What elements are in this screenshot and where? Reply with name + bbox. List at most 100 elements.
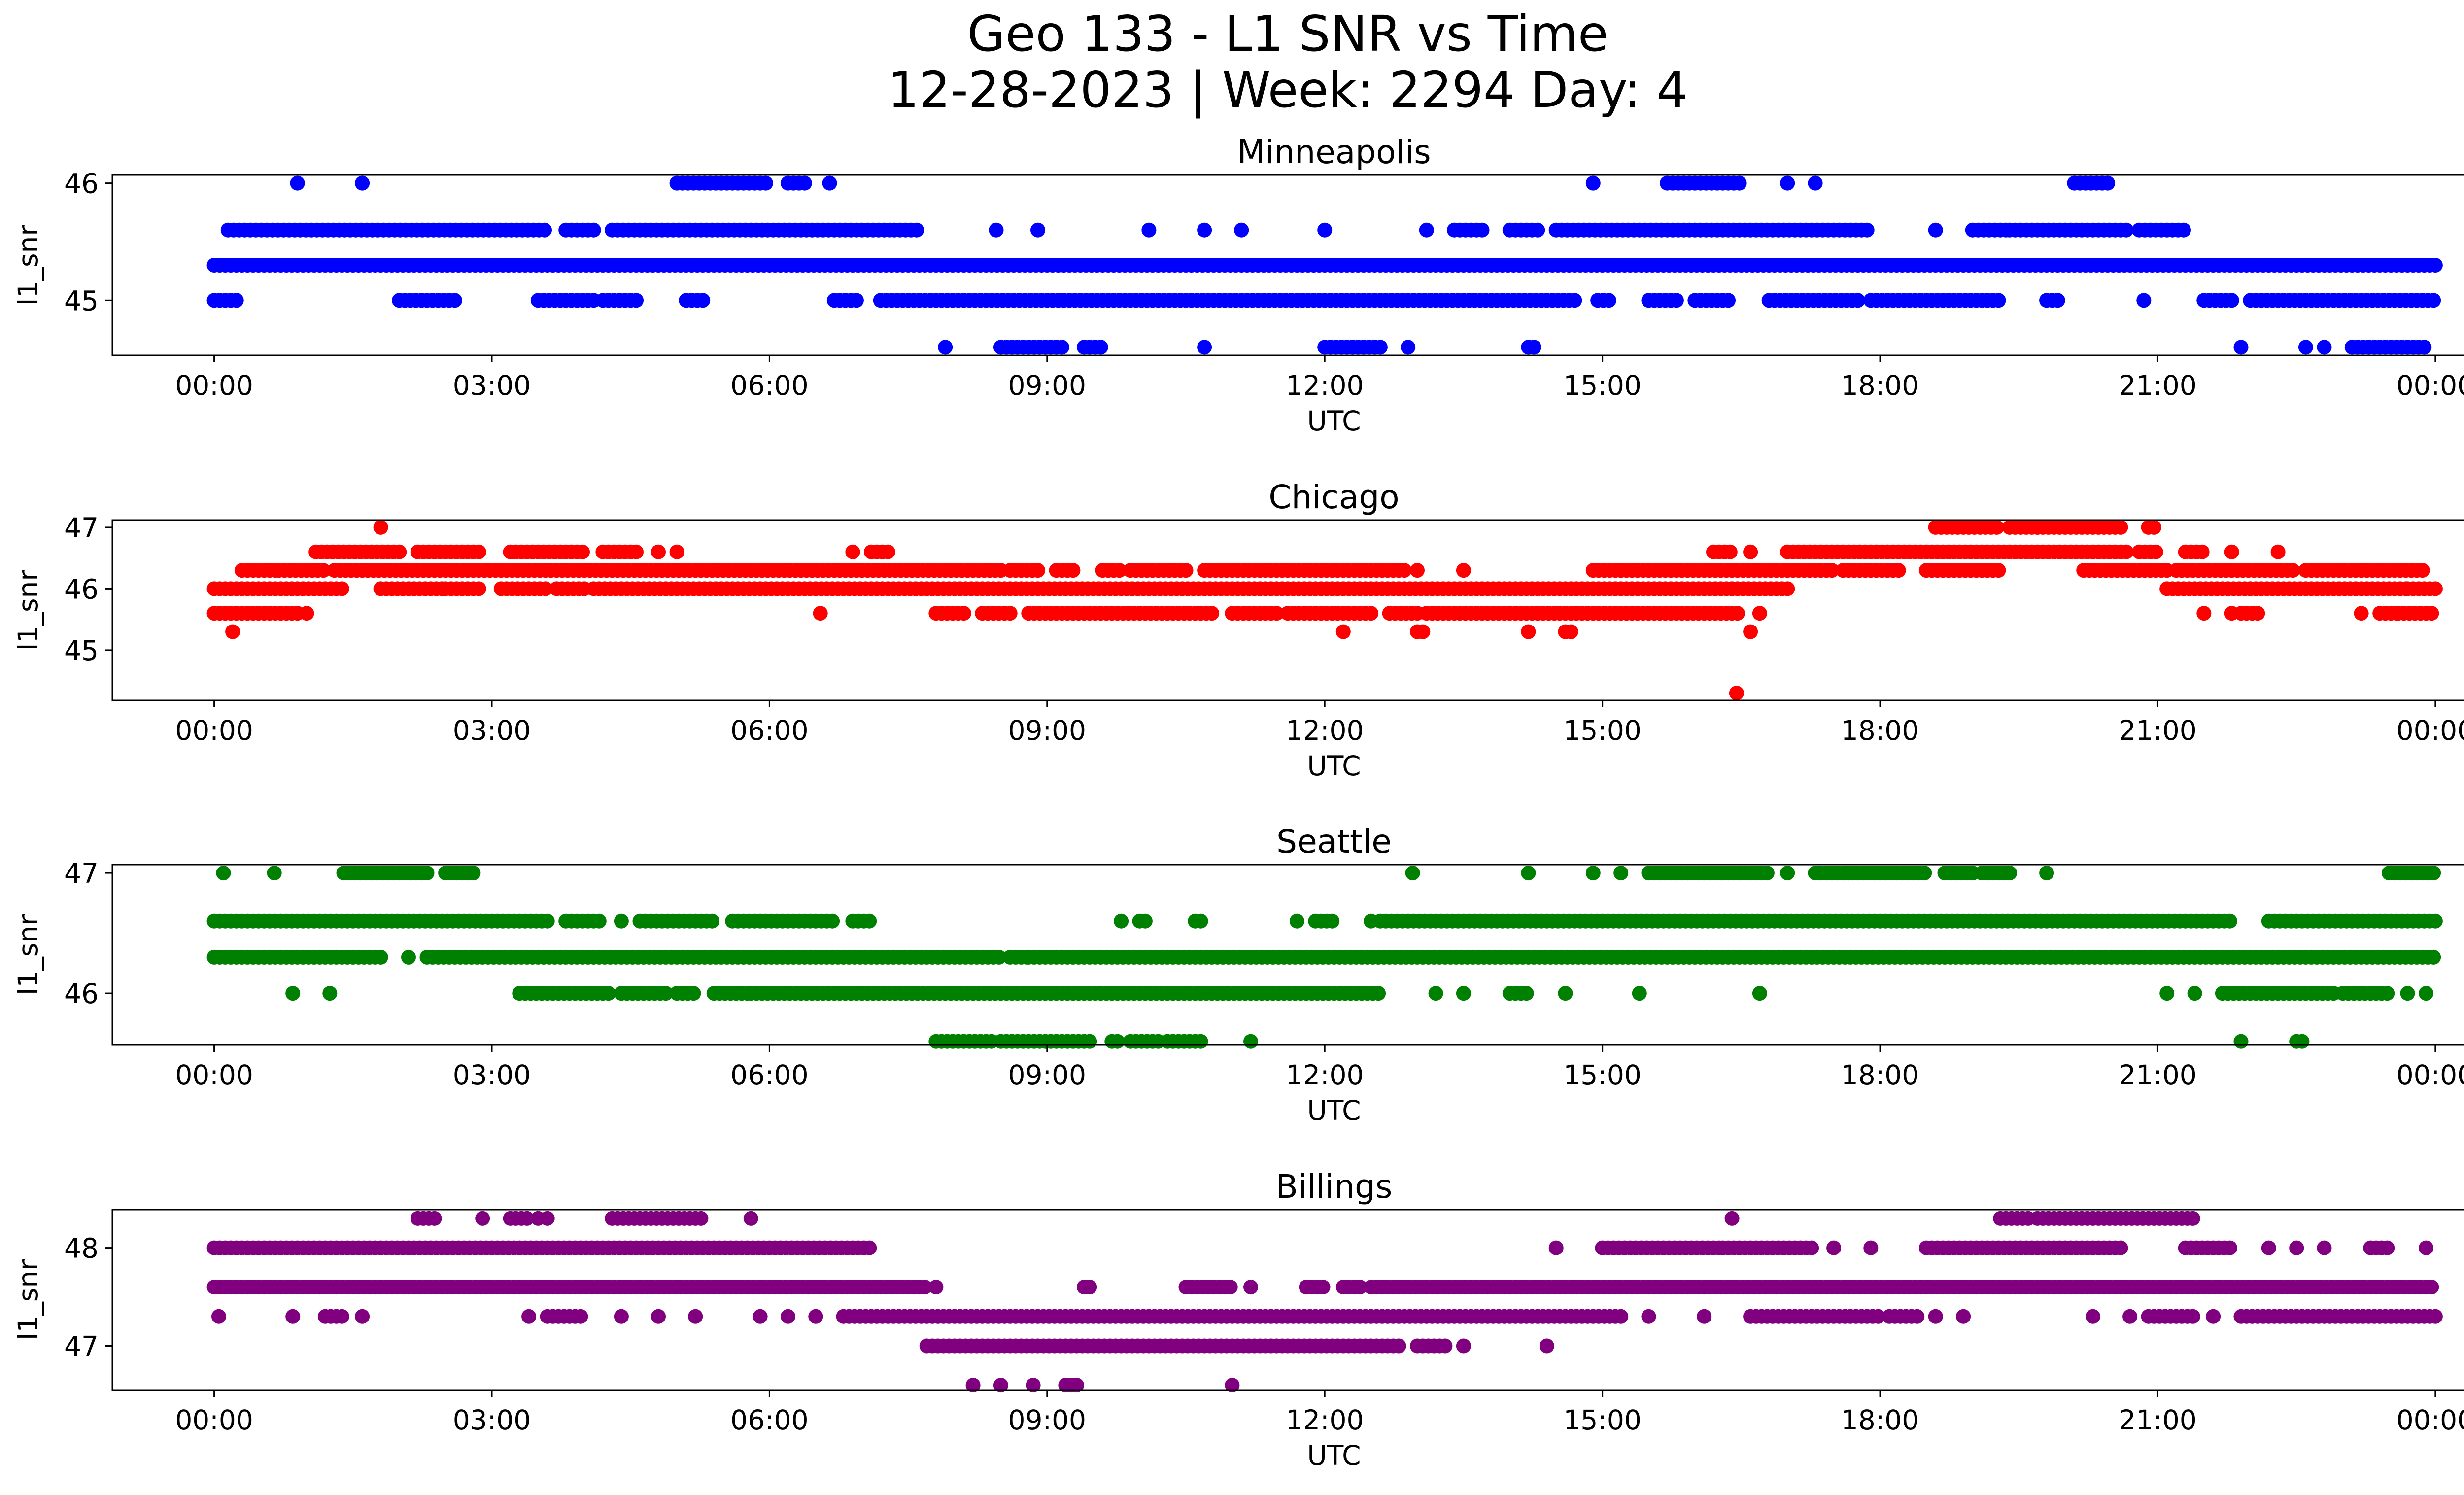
data-point: [2317, 1240, 2332, 1255]
x-tick-label: 15:00: [1563, 715, 1642, 746]
data-point: [1863, 1240, 1879, 1255]
data-point: [928, 1280, 944, 1295]
data-point: [862, 1240, 877, 1255]
data-point: [2222, 913, 2237, 929]
x-tick-label: 00:00: [175, 715, 253, 746]
x-tick-label: 12:00: [1286, 370, 1364, 401]
data-point: [1567, 293, 1582, 308]
x-tick-label: 00:00: [2396, 370, 2464, 401]
data-point: [538, 581, 553, 596]
chart-title: Minneapolis: [1237, 133, 1431, 171]
x-tick-label: 03:00: [453, 1404, 531, 1436]
data-point: [2100, 175, 2115, 191]
data-point: [1563, 624, 1578, 639]
data-point: [2050, 293, 2065, 308]
data-point: [1082, 1280, 1097, 1295]
data-point: [808, 1309, 823, 1324]
data-point: [693, 1211, 709, 1226]
data-point: [845, 544, 860, 559]
data-point: [1871, 1309, 1886, 1324]
data-point: [1335, 624, 1351, 639]
x-tick-label: 06:00: [730, 715, 809, 746]
data-point: [2113, 520, 2128, 535]
data-point: [573, 1309, 588, 1324]
data-point: [1002, 606, 1018, 621]
data-point: [1419, 222, 1434, 238]
data-point: [1928, 1309, 1943, 1324]
data-point: [1928, 222, 1943, 238]
data-point: [2086, 1309, 2100, 1324]
data-point: [2285, 563, 2300, 578]
x-tick-label: 03:00: [453, 1059, 531, 1091]
y-tick-label: 48: [64, 1233, 99, 1264]
data-point: [758, 175, 773, 191]
data-point: [1730, 606, 1745, 621]
data-point: [1732, 175, 1747, 191]
data-point: [401, 949, 416, 965]
x-tick-label: 21:00: [2119, 370, 2197, 401]
data-point: [601, 986, 616, 1001]
data-point: [2119, 222, 2134, 238]
data-point: [2426, 866, 2441, 881]
x-tick-label: 06:00: [730, 370, 809, 401]
data-point: [1780, 581, 1795, 596]
data-point: [1519, 986, 1534, 1001]
data-point: [1372, 340, 1388, 355]
data-points: [206, 520, 2443, 701]
data-point: [211, 1309, 226, 1324]
x-tick-label: 06:00: [730, 1059, 809, 1091]
data-point: [355, 175, 370, 191]
data-point: [825, 913, 840, 929]
x-tick-label: 18:00: [1841, 1404, 1919, 1436]
chart-title: Seattle: [1276, 823, 1392, 861]
x-tick-label: 15:00: [1563, 1059, 1642, 1091]
data-point: [519, 1211, 535, 1226]
data-point: [992, 949, 1007, 965]
data-point: [1415, 624, 1431, 639]
x-tick-label: 09:00: [1008, 370, 1087, 401]
data-point: [2426, 293, 2441, 308]
x-tick-label: 12:00: [1286, 1059, 1364, 1091]
data-point: [471, 581, 486, 596]
data-point: [1526, 340, 1541, 355]
data-point: [447, 293, 462, 308]
data-point: [1780, 866, 1795, 881]
data-point: [688, 1309, 703, 1324]
data-point: [1456, 986, 1471, 1001]
data-point: [475, 1211, 490, 1226]
data-point: [2119, 544, 2134, 559]
x-axis-label: UTC: [1307, 750, 1361, 782]
data-point: [1026, 1378, 1041, 1393]
y-axis-label: l1_snr: [12, 914, 44, 995]
data-point: [813, 606, 828, 621]
data-point: [471, 544, 486, 559]
data-point: [1178, 563, 1194, 578]
data-point: [2380, 1240, 2395, 1255]
data-point: [1722, 544, 1738, 559]
y-tick-label: 46: [64, 978, 99, 1009]
chart-panel-chicago: Chicago 00:00 03:00 06:00 09:00 12:00 15:00 18:…: [12, 478, 2464, 782]
chart-title: Chicago: [1268, 478, 1399, 516]
chart-title: Billings: [1276, 1168, 1393, 1206]
data-point: [1917, 866, 1932, 881]
x-tick-label: 21:00: [2119, 1404, 2197, 1436]
x-tick-label: 18:00: [1841, 1059, 1919, 1091]
data-point: [1110, 1034, 1125, 1049]
data-point: [225, 624, 240, 639]
data-point: [521, 1309, 537, 1324]
data-point: [880, 544, 895, 559]
data-point: [1401, 340, 1416, 355]
data-point: [1826, 1240, 1842, 1255]
y-axis-label: l1_snr: [12, 570, 44, 651]
data-point: [1371, 986, 1386, 1001]
data-point: [1989, 520, 2004, 535]
x-tick-label: 00:00: [2396, 1059, 2464, 1091]
x-tick-label: 21:00: [2119, 715, 2197, 746]
data-point: [322, 986, 338, 1001]
data-point: [1824, 563, 1840, 578]
x-tick-label: 09:00: [1008, 715, 1087, 746]
data-point: [753, 1309, 768, 1324]
data-point: [1891, 563, 1906, 578]
x-axis-label: UTC: [1307, 405, 1361, 437]
